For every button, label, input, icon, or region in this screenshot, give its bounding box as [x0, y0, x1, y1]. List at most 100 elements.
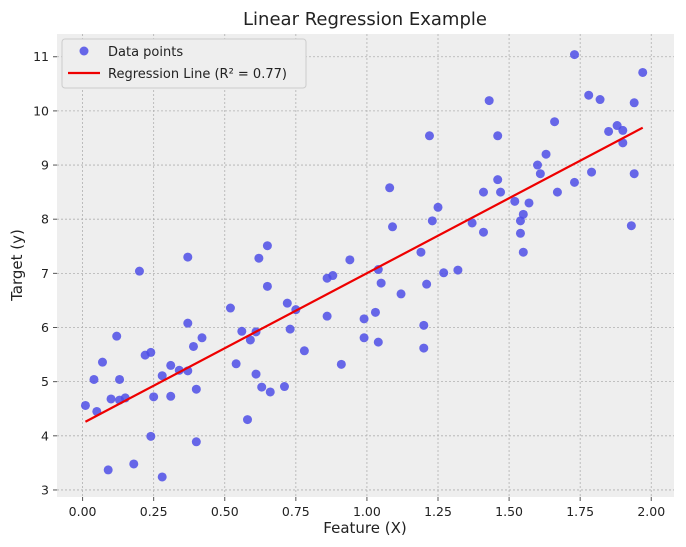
data-point — [191, 437, 201, 447]
x-tick-label: 0.75 — [282, 504, 310, 519]
data-point — [328, 271, 338, 281]
x-tick-label: 1.75 — [566, 504, 594, 519]
legend-marker-icon — [79, 46, 89, 56]
y-tick-label: 4 — [41, 428, 49, 443]
x-tick-label: 0.00 — [69, 504, 97, 519]
data-point — [245, 335, 255, 345]
data-point — [257, 382, 267, 392]
data-point — [80, 400, 90, 410]
data-point — [106, 394, 116, 404]
data-point — [191, 384, 201, 394]
data-point — [112, 331, 122, 341]
data-point — [629, 169, 639, 179]
data-point — [134, 266, 144, 276]
data-point — [166, 391, 176, 401]
data-point — [550, 117, 560, 127]
data-point — [510, 196, 520, 206]
data-point — [359, 333, 369, 343]
data-point — [422, 279, 432, 289]
data-point — [282, 298, 292, 308]
data-point — [433, 202, 443, 212]
data-point — [552, 187, 562, 197]
data-point — [254, 253, 264, 263]
y-tick-label: 6 — [41, 320, 49, 335]
data-point — [237, 326, 247, 336]
data-point — [183, 252, 193, 262]
data-point — [439, 268, 449, 278]
data-point — [373, 337, 383, 347]
legend-label-points: Data points — [108, 45, 183, 60]
data-point — [149, 392, 159, 402]
data-point — [493, 175, 503, 185]
x-tick-label: 1.25 — [424, 504, 452, 519]
data-point — [243, 415, 253, 425]
x-axis-label: Feature (X) — [323, 519, 406, 537]
data-point — [345, 255, 355, 265]
data-point — [587, 167, 597, 177]
y-tick-label: 7 — [41, 266, 49, 281]
data-point — [535, 169, 545, 179]
data-point — [166, 360, 176, 370]
data-point — [518, 247, 528, 257]
data-point — [515, 228, 525, 238]
y-tick-label: 3 — [41, 482, 49, 497]
data-point — [183, 318, 193, 328]
data-point — [157, 371, 167, 381]
data-point — [157, 472, 167, 482]
y-tick-label: 5 — [41, 374, 49, 389]
data-point — [493, 131, 503, 141]
axis-ticks: 0.00 0.25 0.50 0.75 1.00 1.25 1.50 1.75 2.00 3 4 5 6… — [33, 49, 665, 519]
data-point — [478, 227, 488, 237]
data-point — [419, 343, 429, 353]
x-tick-label: 0.25 — [140, 504, 168, 519]
data-point — [262, 241, 272, 251]
data-point — [188, 341, 198, 351]
data-point — [453, 265, 463, 275]
data-point — [595, 95, 605, 105]
data-point — [604, 126, 614, 136]
data-point — [584, 90, 594, 100]
data-point — [484, 96, 494, 106]
data-point — [533, 160, 543, 170]
data-point — [419, 320, 429, 330]
y-tick-label: 8 — [41, 212, 49, 227]
data-point — [225, 303, 235, 313]
data-point — [370, 307, 380, 317]
data-point — [626, 221, 636, 231]
data-point — [396, 289, 406, 299]
data-point — [146, 431, 156, 441]
data-point — [322, 311, 332, 321]
x-tick-label: 0.50 — [211, 504, 239, 519]
data-point — [336, 359, 346, 369]
data-point — [376, 278, 386, 288]
legend: Data points Regression Line (R² = 0.77) — [61, 38, 307, 89]
data-point — [197, 333, 207, 343]
data-point — [359, 314, 369, 324]
data-point — [424, 131, 434, 141]
data-point — [518, 209, 528, 219]
data-point — [569, 50, 579, 60]
data-point — [388, 222, 398, 232]
data-point — [416, 247, 426, 257]
data-point — [496, 187, 506, 197]
x-tick-label: 2.00 — [637, 504, 665, 519]
regression-line — [84, 126, 644, 423]
data-point — [541, 149, 551, 159]
data-point — [129, 459, 139, 469]
data-point — [618, 125, 628, 135]
y-axis-label: Target (y) — [8, 229, 26, 302]
plot-area — [57, 34, 674, 497]
data-point — [285, 324, 295, 334]
y-tick-label: 10 — [33, 103, 49, 118]
data-point — [569, 177, 579, 187]
legend-box — [61, 38, 307, 89]
legend-label-regression: Regression Line (R² = 0.77) — [108, 67, 287, 82]
data-point — [385, 183, 395, 193]
data-point — [427, 216, 437, 226]
y-tick-label: 11 — [33, 49, 49, 64]
data-point — [478, 187, 488, 197]
data-point — [279, 382, 289, 392]
data-point — [638, 67, 648, 77]
data-point — [262, 281, 272, 291]
